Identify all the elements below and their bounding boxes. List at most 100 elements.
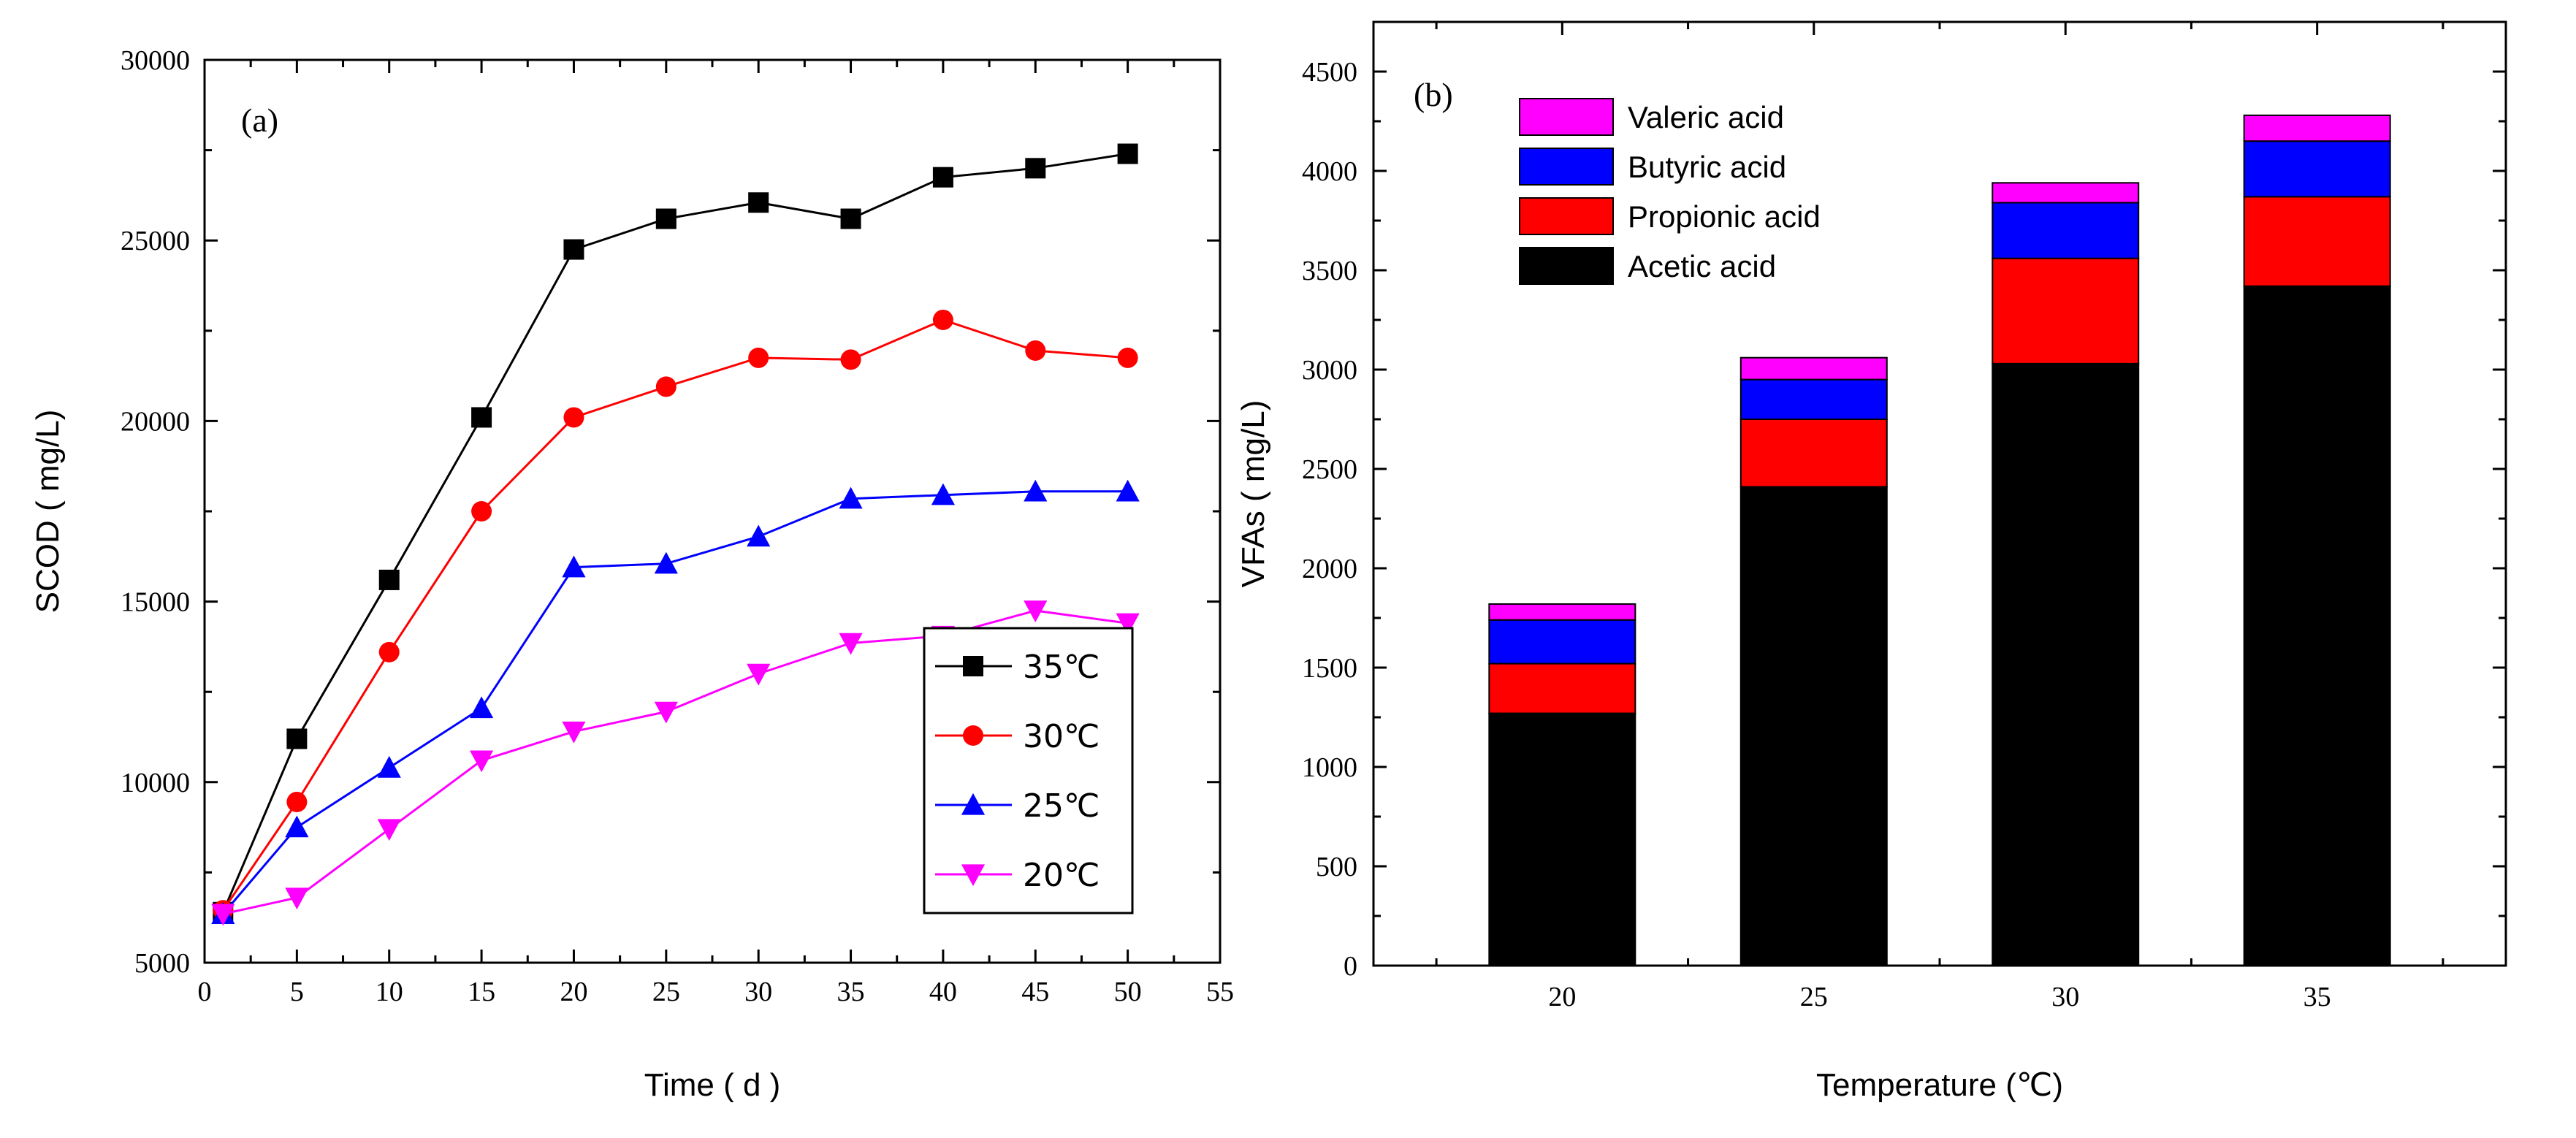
- data-point: [285, 887, 309, 910]
- legend-swatch-acetic-acid: [1519, 247, 1614, 285]
- x-tick-label-a: 25: [652, 977, 680, 1007]
- bar-segment-propionic-acid: [1739, 419, 1888, 488]
- y-tick-label-b: 500: [1316, 852, 1357, 882]
- bar-segment-valeric-acid: [1739, 356, 1888, 381]
- data-point: [211, 904, 235, 926]
- data-point: [655, 208, 677, 229]
- data-point: [932, 309, 953, 330]
- data-point: [378, 569, 400, 590]
- legend-label: 25℃: [1023, 787, 1100, 825]
- data-point: [286, 728, 308, 749]
- x-tick-label-b: 30: [2051, 982, 2079, 1012]
- panel-b-stacked-bar-chart: 0 500 1000 1500 2000 2500 3000 3500 4000 4500 20 25…: [1235, 20, 2507, 1103]
- panel-label-b: (b): [1414, 76, 1453, 113]
- bar-segment-valeric-acid: [1992, 182, 2140, 204]
- legend-marker: [961, 793, 986, 815]
- data-point: [839, 633, 863, 655]
- y-axis-title-a: SCOD ( mg/L): [30, 410, 66, 614]
- data-point: [840, 208, 861, 229]
- legend-box-a: [923, 627, 1134, 914]
- x-axis-title-b: Temperature (℃): [1816, 1067, 2063, 1103]
- series-20℃: [211, 600, 1140, 926]
- data-point: [747, 524, 771, 547]
- data-point: [377, 755, 401, 778]
- bar-segment-acetic-acid: [1992, 362, 2140, 966]
- data-point: [1025, 340, 1046, 361]
- y-tick-label-b: 1000: [1302, 752, 1357, 783]
- x-tick-label-a: 5: [290, 977, 304, 1007]
- legend-label: Butyric acid: [1628, 150, 1786, 184]
- bar-segment-butyric-acid: [1992, 202, 2140, 259]
- bar-segment-butyric-acid: [2243, 140, 2391, 198]
- data-point: [378, 641, 400, 662]
- x-tick-label-a: 15: [468, 977, 495, 1007]
- x-axis-title-a: Time ( d ): [644, 1067, 781, 1103]
- data-point: [655, 376, 677, 397]
- data-point: [1117, 143, 1138, 164]
- bar-segment-valeric-acid: [1488, 603, 1636, 621]
- data-point: [562, 555, 586, 578]
- data-point: [932, 167, 953, 188]
- bar-segment-acetic-acid: [2243, 285, 2391, 966]
- data-point: [654, 701, 678, 724]
- y-tick-label-a: 5000: [134, 948, 190, 979]
- panel-a-line-chart: 5000 10000 15000 20000 25000 30000 0 5 10 15 20 25 3…: [30, 45, 1234, 1103]
- data-point: [747, 663, 771, 686]
- x-tick-label-a: 55: [1206, 977, 1234, 1007]
- data-point: [1025, 158, 1046, 179]
- x-tick-label-b: 25: [1800, 982, 1828, 1012]
- y-tick-label-a: 10000: [121, 768, 190, 798]
- data-point: [654, 551, 678, 574]
- data-point: [469, 750, 494, 773]
- legend-marker: [963, 656, 983, 676]
- bar-segment-butyric-acid: [1488, 619, 1636, 665]
- legend-marker: [963, 725, 983, 746]
- bar-segment-valeric-acid: [2243, 114, 2391, 142]
- data-point: [471, 501, 492, 522]
- x-tick-label-a: 50: [1114, 977, 1142, 1007]
- bar-segment-propionic-acid: [2243, 196, 2391, 287]
- data-point: [1024, 600, 1048, 623]
- x-tick-label-a: 30: [744, 977, 772, 1007]
- data-point: [469, 696, 494, 719]
- data-point: [748, 347, 769, 368]
- y-tick-label-a: 15000: [121, 587, 190, 618]
- legend-swatch-butyric-acid: [1519, 148, 1614, 186]
- data-point: [377, 819, 401, 841]
- y-tick-label-b: 2000: [1302, 554, 1357, 584]
- data-point: [840, 349, 861, 370]
- bar-segment-acetic-acid: [1739, 486, 1888, 966]
- data-point: [748, 192, 769, 213]
- y-tick-label-b: 1500: [1302, 653, 1357, 684]
- bar-segment-propionic-acid: [1488, 662, 1636, 714]
- x-tick-label-b: 20: [1548, 982, 1576, 1012]
- legend-label: 35℃: [1023, 649, 1100, 686]
- legend-label: Valeric acid: [1628, 100, 1784, 134]
- data-point: [1116, 479, 1140, 502]
- legend-marker: [961, 864, 986, 887]
- y-tick-label-a: 20000: [121, 406, 190, 437]
- series-35℃: [213, 143, 1138, 923]
- bar-segment-acetic-acid: [1488, 712, 1636, 966]
- data-point: [285, 815, 309, 838]
- data-point: [562, 721, 586, 744]
- x-tick-label-a: 10: [376, 977, 403, 1007]
- data-point: [471, 407, 492, 428]
- y-axis-title-b: VFAs ( mg/L): [1235, 400, 1271, 588]
- y-tick-label-b: 2500: [1302, 454, 1357, 485]
- data-point: [1116, 613, 1140, 635]
- data-point: [1024, 479, 1048, 502]
- legend-swatch-propionic-acid: [1519, 197, 1614, 235]
- legend-label: 20℃: [1023, 857, 1100, 894]
- data-point: [563, 407, 584, 428]
- x-tick-label-b: 35: [2303, 982, 2331, 1012]
- data-point: [1117, 347, 1138, 368]
- y-tick-label-a: 25000: [121, 226, 190, 256]
- data-point: [563, 239, 584, 260]
- y-tick-label-a: 30000: [121, 45, 190, 76]
- x-tick-label-a: 45: [1021, 977, 1049, 1007]
- data-point: [931, 483, 956, 505]
- legend-label: 30℃: [1023, 718, 1100, 755]
- legend-swatch-valeric-acid: [1519, 98, 1614, 136]
